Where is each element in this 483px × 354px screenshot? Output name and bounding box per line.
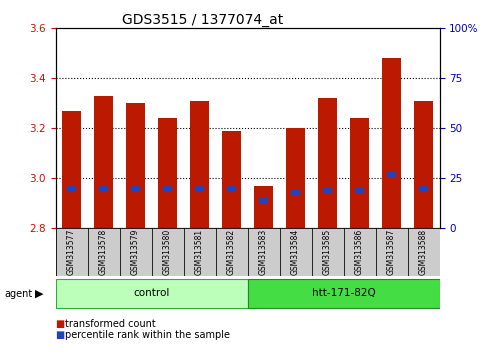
- Bar: [323, 188, 332, 193]
- Bar: [350, 118, 369, 228]
- Bar: [56, 280, 248, 308]
- Bar: [184, 228, 215, 276]
- Text: control: control: [133, 288, 170, 298]
- Bar: [280, 228, 312, 276]
- Bar: [99, 185, 108, 191]
- Text: GSM313581: GSM313581: [195, 229, 204, 275]
- Bar: [382, 58, 401, 228]
- Text: GSM313582: GSM313582: [227, 229, 236, 275]
- Bar: [67, 185, 76, 191]
- Text: ▶: ▶: [35, 289, 43, 299]
- Bar: [56, 228, 87, 276]
- Text: ■: ■: [56, 330, 65, 339]
- Text: GSM313584: GSM313584: [291, 229, 300, 275]
- Text: GSM313585: GSM313585: [323, 229, 332, 275]
- Bar: [227, 185, 236, 191]
- Bar: [248, 280, 440, 308]
- Text: agent: agent: [5, 289, 33, 299]
- Bar: [286, 128, 305, 228]
- Text: GSM313577: GSM313577: [67, 229, 76, 275]
- Bar: [120, 228, 152, 276]
- Text: GSM313587: GSM313587: [387, 229, 396, 275]
- Bar: [152, 228, 184, 276]
- Bar: [62, 111, 81, 228]
- Bar: [318, 98, 337, 228]
- Bar: [222, 131, 241, 228]
- Bar: [215, 228, 248, 276]
- Bar: [408, 228, 440, 276]
- Bar: [195, 185, 204, 191]
- Bar: [190, 101, 209, 228]
- Text: GDS3515 / 1377074_at: GDS3515 / 1377074_at: [122, 13, 284, 28]
- Bar: [387, 172, 396, 177]
- Bar: [259, 198, 268, 203]
- Bar: [414, 101, 433, 228]
- Bar: [126, 103, 145, 228]
- Text: GSM313580: GSM313580: [163, 229, 172, 275]
- Text: ■: ■: [56, 319, 65, 329]
- Bar: [376, 228, 408, 276]
- Text: GSM313579: GSM313579: [131, 229, 140, 275]
- Text: GSM313588: GSM313588: [419, 229, 428, 275]
- Bar: [131, 185, 140, 191]
- Bar: [254, 186, 273, 228]
- Bar: [355, 188, 364, 193]
- Text: GSM313586: GSM313586: [355, 229, 364, 275]
- Text: htt-171-82Q: htt-171-82Q: [312, 288, 375, 298]
- Bar: [291, 190, 300, 195]
- Bar: [163, 185, 172, 191]
- Bar: [87, 228, 120, 276]
- Bar: [248, 228, 280, 276]
- Bar: [343, 228, 376, 276]
- Text: percentile rank within the sample: percentile rank within the sample: [65, 330, 230, 339]
- Text: GSM313583: GSM313583: [259, 229, 268, 275]
- Bar: [158, 118, 177, 228]
- Bar: [94, 96, 113, 228]
- Bar: [419, 185, 428, 191]
- Text: GSM313578: GSM313578: [99, 229, 108, 275]
- Text: transformed count: transformed count: [65, 319, 156, 329]
- Bar: [312, 228, 343, 276]
